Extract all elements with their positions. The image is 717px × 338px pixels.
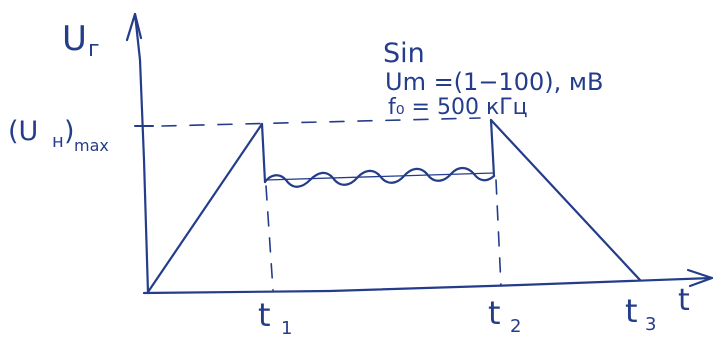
level-label-subscript-h: н <box>52 131 64 152</box>
drop-segment <box>260 122 267 184</box>
x-axis-arrow <box>686 268 714 288</box>
rise-segment <box>489 118 496 178</box>
t1-dashed-marker <box>265 185 274 291</box>
x-axis-label: t <box>678 283 690 318</box>
t3-label: t <box>625 292 638 330</box>
y-axis-label: U <box>62 19 87 59</box>
y-axis-line <box>133 12 150 295</box>
level-label-close: ) <box>64 116 75 147</box>
signal-waveform <box>146 118 642 294</box>
t3-subscript: 3 <box>645 314 656 335</box>
signal-amplitude-label: Um =(1−100), мВ <box>385 68 603 96</box>
ramp-up-segment <box>146 122 264 294</box>
t1-label: t <box>258 296 271 334</box>
level-label: (U <box>8 116 38 147</box>
signal-frequency-label: f₀ = 500 кГц <box>388 95 528 120</box>
axes <box>125 12 714 295</box>
t1-subscript: 1 <box>281 318 292 338</box>
y-axis-label-subscript: г <box>88 37 100 62</box>
max-level-dashed-line <box>161 117 481 127</box>
signal-type-label: Sin <box>383 38 425 69</box>
t2-dashed-marker <box>495 179 502 287</box>
x-axis-line <box>142 276 714 295</box>
ramp-down-segment <box>489 118 642 282</box>
y-axis-arrow <box>125 12 143 42</box>
t2-subscript: 2 <box>510 316 521 337</box>
sine-centerline <box>265 172 495 181</box>
t2-label: t <box>488 294 501 332</box>
sine-segment <box>263 166 496 188</box>
level-label-subscript-max: max <box>74 136 109 155</box>
